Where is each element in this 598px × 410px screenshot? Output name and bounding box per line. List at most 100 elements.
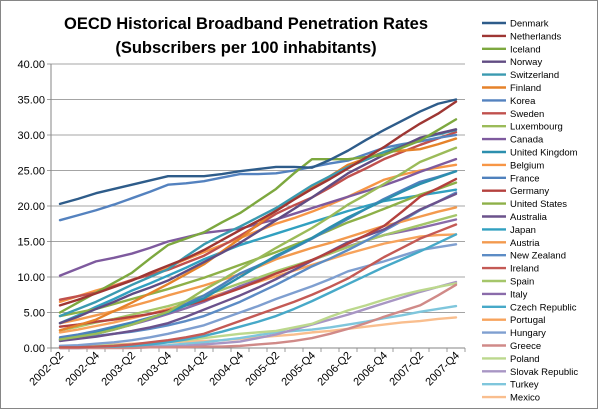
series-line-luxembourg bbox=[58, 146, 458, 341]
series-line-japan bbox=[58, 188, 458, 325]
legend-item: Sweden bbox=[482, 109, 544, 120]
series-line-hungary bbox=[58, 243, 458, 348]
legend-item: Greece bbox=[482, 341, 541, 352]
legend-item: Portugal bbox=[482, 315, 545, 326]
chart-title: OECD Historical Broadband Penetration Ra… bbox=[64, 15, 428, 33]
legend-label: Portugal bbox=[510, 315, 545, 326]
legend-item: Italy bbox=[482, 289, 528, 300]
legend-item: Finland bbox=[482, 83, 541, 94]
series-line-netherlands bbox=[58, 100, 458, 307]
legend-label: Luxembourg bbox=[510, 122, 563, 133]
legend-item: Japan bbox=[482, 225, 536, 236]
legend-item: Luxembourg bbox=[482, 122, 563, 133]
legend-label: Switzerland bbox=[510, 70, 559, 81]
legend-label: Belgium bbox=[510, 160, 544, 171]
legend-label: Hungary bbox=[510, 328, 546, 339]
legend-label: New Zealand bbox=[510, 251, 566, 262]
legend-item: Poland bbox=[482, 354, 540, 365]
legend-item: Switzerland bbox=[482, 70, 559, 81]
legend-item: Korea bbox=[482, 96, 536, 107]
legend-label: Canada bbox=[510, 135, 544, 146]
x-tick-label: 2002-Q4 bbox=[63, 350, 102, 389]
y-tick-label: 30.00 bbox=[17, 130, 45, 142]
chart-subtitle: (Subscribers per 100 inhabitants) bbox=[115, 39, 376, 57]
legend-label: Korea bbox=[510, 96, 536, 107]
series-line-switzerland bbox=[58, 128, 458, 318]
x-tick-label: 2006-Q4 bbox=[351, 350, 390, 389]
legend-label: Netherlands bbox=[510, 31, 561, 42]
legend-label: Japan bbox=[510, 225, 536, 236]
series-line-australia bbox=[58, 192, 458, 343]
x-tick-label: 2006-Q2 bbox=[315, 350, 354, 389]
gridlines bbox=[51, 63, 465, 349]
legend-item: Germany bbox=[482, 186, 549, 197]
legend-label: Italy bbox=[510, 289, 528, 300]
legend-label: Sweden bbox=[510, 109, 544, 120]
legend-item: Turkey bbox=[482, 380, 539, 391]
x-tick-label: 2004-Q4 bbox=[207, 350, 246, 389]
legend-item: New Zealand bbox=[482, 251, 566, 262]
legend-item: Canada bbox=[482, 135, 544, 146]
y-tick-label: 20.00 bbox=[17, 201, 45, 213]
series-line-greece bbox=[58, 283, 458, 350]
series-line-spain bbox=[58, 214, 458, 332]
legend-label: Spain bbox=[510, 277, 534, 288]
legend-item: Denmark bbox=[482, 19, 549, 30]
legend-label: Mexico bbox=[510, 393, 540, 404]
legend-label: Iceland bbox=[510, 44, 541, 55]
x-tick-label: 2003-Q4 bbox=[135, 350, 174, 389]
legend-item: United States bbox=[482, 199, 567, 210]
legend-label: Poland bbox=[510, 354, 540, 365]
y-axis-tick-labels: 0.00 5.00 10.00 15.00 20.00 25.00 30.00 35.00 40… bbox=[17, 59, 45, 355]
legend-item: Mexico bbox=[482, 393, 540, 404]
legend-label: Finland bbox=[510, 83, 541, 94]
legend-label: Denmark bbox=[510, 19, 549, 30]
legend-label: Austria bbox=[510, 238, 540, 249]
legend-item: Norway bbox=[482, 57, 542, 68]
legend-label: United States bbox=[510, 199, 567, 210]
legend-item: Austria bbox=[482, 238, 540, 249]
legend-label: Germany bbox=[510, 186, 549, 197]
series-line-denmark bbox=[58, 98, 458, 206]
legend-item: Slovak Republic bbox=[482, 367, 578, 378]
series-line-korea bbox=[58, 133, 458, 222]
y-tick-label: 35.00 bbox=[17, 95, 45, 107]
x-tick-label: 2003-Q2 bbox=[99, 350, 138, 389]
y-tick-label: 0.00 bbox=[24, 343, 45, 355]
legend-item: United Kingdom bbox=[482, 148, 578, 159]
legend-item: Ireland bbox=[482, 264, 539, 275]
legend-label: France bbox=[510, 173, 540, 184]
legend-item: Iceland bbox=[482, 44, 541, 55]
y-tick-label: 10.00 bbox=[17, 272, 45, 284]
series-line-ireland bbox=[58, 223, 458, 349]
legend-label: Norway bbox=[510, 57, 542, 68]
y-tick-label: 5.00 bbox=[24, 308, 45, 320]
x-tick-label: 2005-Q2 bbox=[243, 350, 282, 389]
legend-item: Czech Republic bbox=[482, 302, 577, 313]
x-axis-tick-labels: 2002-Q22002-Q42003-Q22003-Q42004-Q22004-… bbox=[27, 350, 462, 389]
legend-label: Slovak Republic bbox=[510, 367, 578, 378]
legend-label: United Kingdom bbox=[510, 148, 578, 159]
axes bbox=[47, 63, 466, 352]
series-line-germany bbox=[58, 177, 458, 328]
legend-label: Greece bbox=[510, 341, 541, 352]
y-tick-label: 25.00 bbox=[17, 166, 45, 178]
y-tick-label: 15.00 bbox=[17, 237, 45, 249]
series-line-iceland bbox=[58, 118, 458, 314]
legend-label: Czech Republic bbox=[510, 302, 577, 313]
x-tick-label: 2002-Q2 bbox=[27, 350, 66, 389]
x-tick-label: 2004-Q2 bbox=[171, 350, 210, 389]
legend-item: France bbox=[482, 173, 540, 184]
legend-item: Hungary bbox=[482, 328, 546, 339]
x-tick-label: 2007-Q4 bbox=[423, 350, 462, 389]
legend-label: Australia bbox=[510, 212, 548, 223]
legend-item: Spain bbox=[482, 277, 534, 288]
y-tick-label: 40.00 bbox=[17, 59, 45, 71]
legend-label: Ireland bbox=[510, 264, 539, 275]
x-tick-label: 2005-Q4 bbox=[279, 350, 318, 389]
legend-label: Turkey bbox=[510, 380, 539, 391]
series-lines bbox=[58, 98, 458, 350]
